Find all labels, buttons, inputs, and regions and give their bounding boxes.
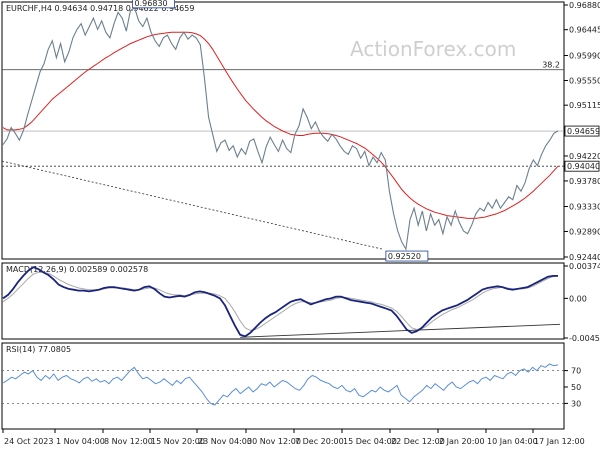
price-panel: ActionForex.com EURCHF,H4 0.94634 0.9471… [1,0,600,262]
time-tick-label: 30 Nov 12:00 [247,437,301,446]
current-price-box [564,125,600,137]
macd-trend-line [240,323,561,338]
fib-level-label: 38.2 [542,61,560,70]
price-tick-label: 0.92890 [569,227,600,236]
rsi-title: RSI(14) 77.0805 [6,345,71,354]
time-tick-label: 24 Oct 2023 [4,437,53,446]
macd-title: MACD(12,26,9) 0.002589 0.002578 [6,265,148,274]
time-tick-label: 1 Nov 04:00 [56,437,105,446]
time-tick-label: 15 Nov 20:00 [151,437,205,446]
rsi-tick-label: 50 [571,383,581,392]
time-tick-label: 17 Jan 12:00 [534,437,585,446]
macd-series-group [2,266,561,338]
rsi-panel-frame [1,342,565,430]
macd-tick-label: 0.00 [569,294,587,303]
macd-tick-label: 0.003743 [569,262,600,271]
rsi-axis: 70 50 30 [2,367,581,408]
price-tick-label: 0.95115 [569,101,600,110]
current-price-label: 0.94659 [567,127,600,136]
price-tick-label: 0.93330 [569,202,600,211]
high-label-box [132,0,175,9]
support-price-label: 0.94040 [567,162,600,171]
price-panel-frame [1,1,565,260]
ema-line [2,31,559,219]
time-tick-label: 22 Dec 12:00 [391,437,445,446]
rsi-series-group [2,363,559,406]
time-tick-label: 23 Nov 04:00 [198,437,252,446]
price-tick-label: 0.96880 [569,1,600,10]
time-tick-label: 2 Jan 20:00 [439,437,485,446]
price-title: EURCHF,H4 0.94634 0.94718 0.94622 0.9465… [6,4,194,13]
time-tick-label: 15 Dec 04:00 [343,437,397,446]
price-series-group [2,6,559,251]
price-tick-label: 0.95990 [569,52,600,61]
rsi-panel: RSI(14) 77.0805 70 50 30 [1,342,581,430]
rsi-tick-label: 30 [571,399,581,408]
price-tick-label: 0.94220 [569,152,600,161]
rsi-line [2,363,559,406]
macd-main-line [2,266,558,338]
high-label: 0.96830 [135,0,168,8]
time-tick-label: 8 Nov 12:00 [104,437,153,446]
macd-panel: MACD(12,26,9) 0.002589 0.002578 0.003743… [1,262,600,343]
time-tick-label: 7 Dec 20:00 [295,437,344,446]
price-tick-label: 0.96445 [569,26,600,35]
watermark: ActionForex.com [350,37,516,61]
price-axis: 0.96880 0.96445 0.95990 0.95550 0.95115 0.942… [564,1,600,262]
low-label: 0.92520 [388,252,421,261]
price-annotations: 0.96830 0.92520 [132,0,429,262]
price-tick-label: 0.95550 [569,76,600,85]
support-price-box [564,160,600,172]
time-tick-label: 10 Jan 04:00 [487,437,538,446]
macd-panel-frame [1,262,565,340]
rsi-tick-label: 70 [571,367,581,376]
price-line [2,6,559,251]
trend-line [1,160,383,250]
price-tick-label: 0.93780 [569,177,600,186]
macd-axis: 0.003743 0.00 -0.004585 [564,262,600,343]
price-tick-label: 0.92440 [569,253,600,262]
macd-tick-label: -0.004585 [569,334,600,343]
low-label-box [385,250,429,262]
